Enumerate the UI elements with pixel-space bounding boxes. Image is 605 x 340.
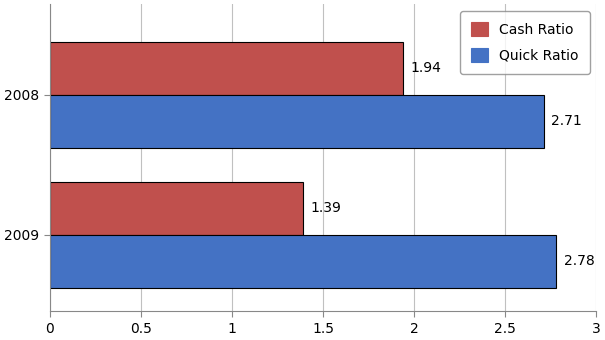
Text: 2.78: 2.78 xyxy=(564,254,594,268)
Bar xyxy=(50,95,544,148)
Bar xyxy=(50,235,557,288)
Legend: Cash Ratio, Quick Ratio: Cash Ratio, Quick Ratio xyxy=(460,11,589,74)
Bar xyxy=(50,182,303,235)
Text: 1.94: 1.94 xyxy=(411,62,442,75)
Text: 2.71: 2.71 xyxy=(551,115,581,129)
Bar xyxy=(50,42,404,95)
Text: 1.39: 1.39 xyxy=(310,201,341,215)
